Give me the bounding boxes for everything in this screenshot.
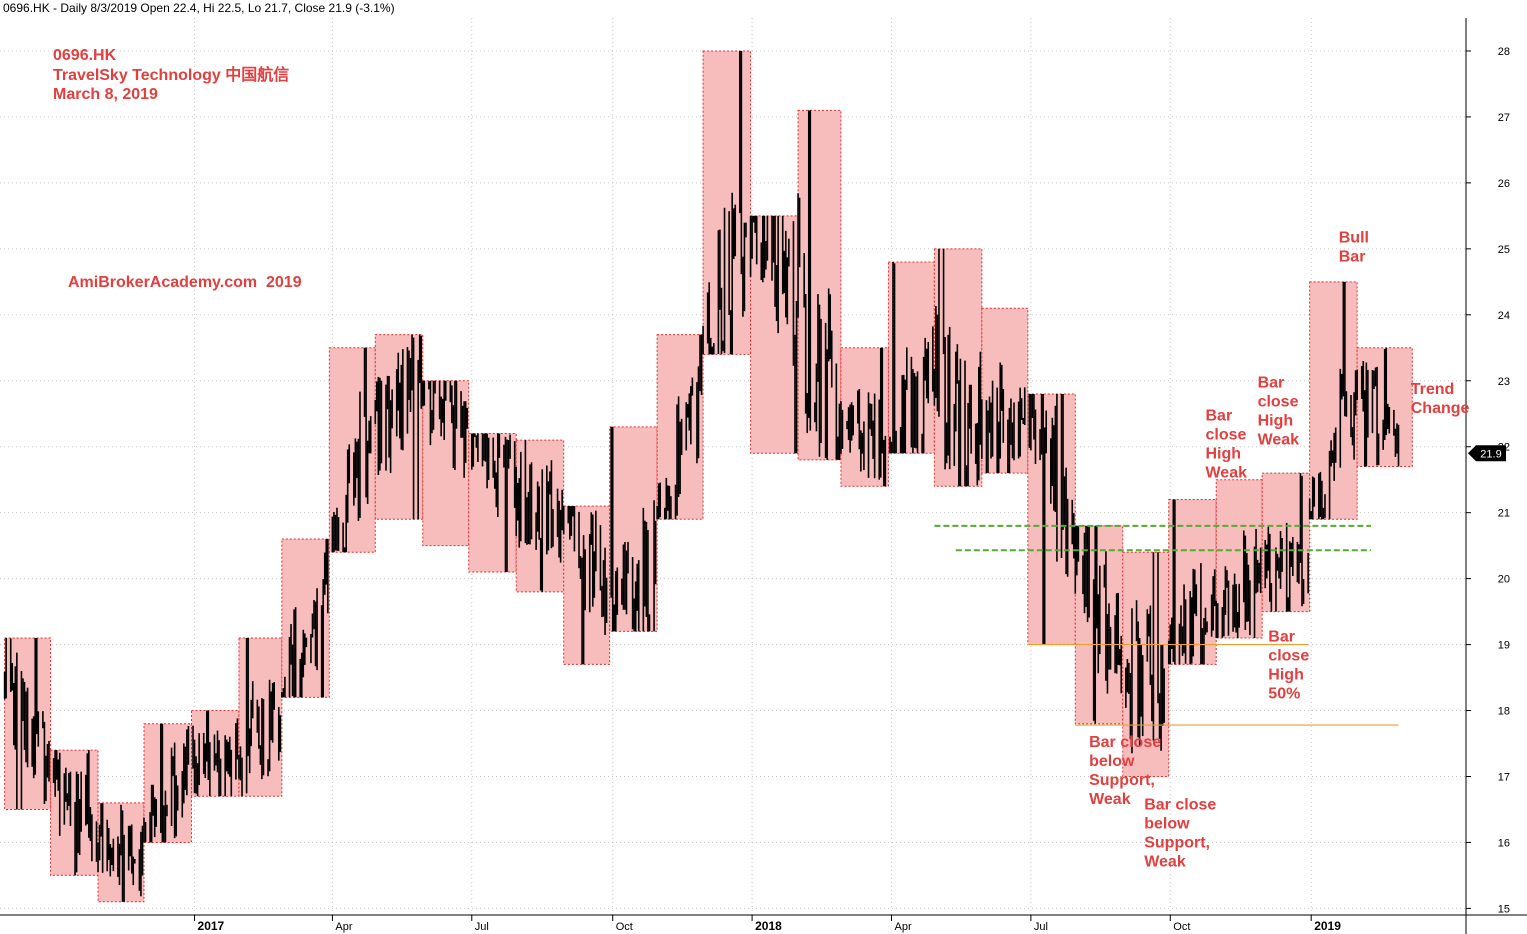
annotation-text: 50% (1268, 685, 1300, 702)
annotation-text: Bull (1339, 229, 1369, 246)
month-box (1309, 281, 1358, 520)
last-value-flag (1468, 445, 1506, 462)
annotation-text: Weak (1144, 853, 1186, 870)
annotation-text: Support, (1144, 834, 1210, 851)
x-tick-label: 2017 (198, 919, 225, 933)
y-tick-label: 23 (1498, 376, 1510, 388)
y-tick-label: 26 (1498, 178, 1510, 190)
x-tick-label: Apr (894, 921, 911, 933)
y-tick-label: 27 (1498, 112, 1510, 124)
y-tick-label: 24 (1498, 310, 1510, 322)
monthly-range-boxes (4, 50, 1413, 903)
annotations: Bar close below Support, Weak Bar close below… (1089, 229, 1469, 870)
annotation-text: close (1268, 647, 1309, 664)
annotation-text: Weak (1258, 431, 1300, 448)
daily-price-bars (3, 50, 1400, 902)
watermark: AmiBrokerAcademy.com 2019 (68, 274, 302, 291)
y-tick-label: 15 (1498, 903, 1510, 915)
x-tick-label: Jul (475, 921, 489, 933)
x-tick-label: Apr (335, 921, 352, 933)
support-resistance-lines (934, 524, 1399, 726)
x-tick-label: Oct (616, 921, 633, 933)
y-tick-label: 25 (1498, 244, 1510, 256)
axes: 15161718192021222324252627282017AprJulOc… (0, 18, 1527, 934)
annotation-text: Change (1411, 400, 1470, 417)
annotation-text: close (1205, 426, 1246, 443)
chart-header: 0696.HK - Daily 8/3/2019 Open 22.4, Hi 2… (3, 1, 395, 15)
y-tick-label: 16 (1498, 837, 1510, 849)
x-tick-label: Oct (1173, 921, 1190, 933)
annotation-text: High (1258, 412, 1294, 429)
annotation-text: below (1144, 815, 1190, 832)
annotation-text: below (1089, 753, 1135, 770)
annotation-text: close (1258, 393, 1299, 410)
y-tick-label: 19 (1498, 640, 1510, 652)
x-tick-label: 2018 (755, 919, 782, 933)
annotation-text: Bar (1205, 407, 1232, 424)
annotation-text: Bar (1258, 374, 1285, 391)
annotation-text: Bar close (1089, 734, 1161, 751)
month-box (238, 637, 283, 797)
y-tick-label: 17 (1498, 771, 1510, 783)
annotation-text: Trend (1411, 381, 1455, 398)
chart-text: 0696.HK - Daily 8/3/2019 Open 22.4, Hi 2… (3, 1, 395, 291)
y-tick-label: 18 (1498, 706, 1510, 718)
title-date: March 8, 2019 (53, 86, 158, 103)
x-tick-label: 2019 (1314, 919, 1341, 933)
title-company: TravelSky Technology 中国航信 (53, 65, 289, 84)
annotation-text: Bar (1339, 248, 1366, 265)
last-value-label: 21.9 (1480, 448, 1501, 460)
y-tick-label: 20 (1498, 574, 1510, 586)
annotation-text: Bar (1268, 628, 1295, 645)
annotation-text: Bar close (1144, 796, 1216, 813)
y-tick-label: 21 (1498, 508, 1510, 520)
y-tick-label: 28 (1498, 46, 1510, 58)
annotation-text: High (1205, 445, 1241, 462)
annotation-text: Weak (1205, 464, 1247, 481)
x-tick-label: Jul (1034, 921, 1048, 933)
annotation-text: Support, (1089, 772, 1155, 789)
title-symbol: 0696.HK (53, 47, 117, 64)
annotation-text: High (1268, 666, 1304, 683)
annotation-text: Weak (1089, 791, 1131, 808)
